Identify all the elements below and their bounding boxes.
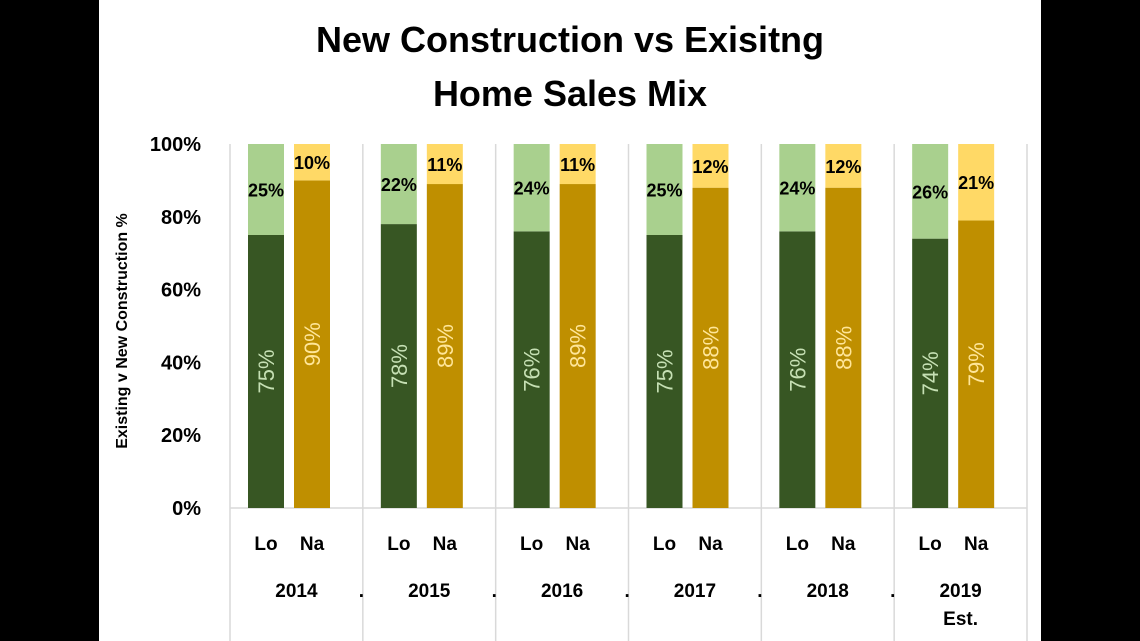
data-label-top: 11% — [560, 155, 595, 175]
data-label-bottom: 88% — [831, 326, 856, 370]
data-label-top: 22% — [381, 175, 417, 195]
bar-category-label: Na — [831, 534, 856, 555]
data-label-bottom: 75% — [653, 349, 678, 393]
data-label-bottom: 75% — [254, 349, 279, 393]
data-label-bottom: 74% — [918, 351, 943, 395]
bar-category-label: Lo — [786, 534, 809, 555]
bar-category-label: Na — [964, 534, 989, 555]
data-label-bottom: 89% — [433, 324, 458, 368]
bar-segment-bottom — [248, 235, 284, 508]
data-label-top: 24% — [779, 179, 815, 199]
data-label-top: 26% — [912, 182, 948, 202]
data-label-top: 10% — [294, 153, 330, 173]
group-year-label: 2019 — [939, 581, 981, 602]
bar-category-label: Na — [433, 534, 458, 555]
bar-category-label: Lo — [520, 534, 543, 555]
group-year-label: 2016 — [541, 581, 583, 602]
y-tick-label: 60% — [161, 280, 201, 302]
y-tick-label: 40% — [161, 352, 201, 374]
bar-segment-top — [825, 144, 862, 188]
bar-segment-top — [779, 144, 816, 232]
bar-segment-top — [559, 144, 596, 185]
y-tick-label: 20% — [161, 425, 201, 447]
bar-segment-top — [426, 144, 463, 185]
data-label-top: 25% — [248, 181, 284, 201]
bar-segment-top — [692, 144, 729, 188]
group-mark: . — [890, 581, 895, 602]
y-tick-label: 80% — [161, 207, 201, 229]
group-mark: . — [359, 581, 364, 602]
bar-segment-bottom — [825, 187, 862, 508]
bar-category-label: Na — [566, 534, 591, 555]
bar-category-label: Lo — [254, 534, 277, 555]
chart-canvas: New Construction vs Exisitng Home Sales … — [99, 0, 1041, 641]
bar-category-label: Lo — [653, 534, 676, 555]
group-year-label: 2014 — [275, 581, 318, 602]
data-label-bottom: 78% — [387, 344, 412, 388]
data-label-bottom: 79% — [964, 342, 989, 386]
bar-segment-top — [646, 144, 683, 235]
bar-category-label: Na — [300, 534, 325, 555]
bar-segment-top — [958, 144, 995, 221]
group-mark: . — [757, 581, 762, 602]
data-label-bottom: 89% — [566, 324, 591, 368]
data-label-top: 25% — [646, 181, 682, 201]
bar-segment-top — [912, 144, 949, 239]
group-year-label: 2017 — [674, 581, 716, 602]
data-label-top: 12% — [692, 157, 728, 177]
chart-title-line-2: Home Sales Mix — [432, 73, 708, 114]
bar-segment-bottom — [779, 231, 816, 509]
bar-segment-bottom — [912, 238, 949, 508]
bar-segment-bottom — [692, 187, 729, 508]
data-label-top: 21% — [958, 173, 994, 193]
bar-segment-bottom — [294, 180, 330, 508]
stacked-bar-chart: 0% 20% 40% 60% 80% 100% Existing v New Constru… — [114, 134, 1028, 641]
y-tick-label: 0% — [172, 498, 201, 520]
bar-category-label: Na — [698, 534, 723, 555]
bar-segment-top — [248, 144, 284, 235]
y-axis-title: Existing v New Construction % — [114, 213, 131, 449]
group-mark: . — [624, 581, 629, 602]
group-sublabel: Est. — [943, 609, 978, 630]
bar-category-label: Lo — [919, 534, 942, 555]
bar-segment-bottom — [559, 184, 596, 509]
bar-segment-top — [294, 144, 330, 181]
chart-title-line-1: New Construction vs Exisitng — [315, 19, 825, 60]
group-year-label: 2015 — [408, 581, 451, 602]
bar-segment-bottom — [958, 220, 995, 508]
bar-segment-bottom — [380, 224, 417, 508]
data-label-bottom: 76% — [520, 348, 545, 392]
data-label-bottom: 76% — [785, 348, 810, 392]
bar-segment-top — [380, 144, 417, 225]
data-label-bottom: 90% — [300, 322, 325, 366]
group-mark: . — [492, 581, 497, 602]
bar-segment-top — [513, 144, 550, 232]
group-year-label: 2018 — [807, 581, 849, 602]
data-label-top: 24% — [514, 179, 550, 199]
bar-segment-bottom — [646, 235, 683, 508]
data-label-top: 11% — [427, 155, 462, 175]
bar-category-label: Lo — [387, 534, 410, 555]
data-label-bottom: 88% — [699, 326, 724, 370]
bar-segment-bottom — [513, 231, 550, 509]
data-label-top: 12% — [825, 157, 861, 177]
bar-segment-bottom — [426, 184, 463, 509]
y-tick-label: 100% — [150, 134, 201, 156]
